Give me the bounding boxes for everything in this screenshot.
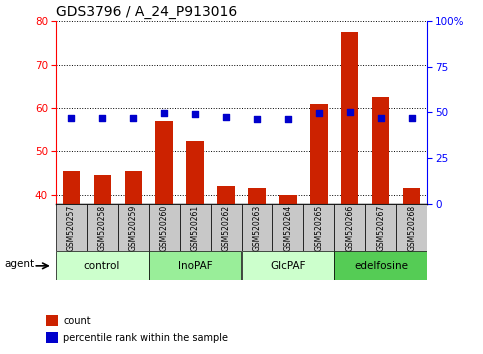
Point [67, 115, 75, 121]
Bar [56, 251, 149, 280]
Text: GSM520268: GSM520268 [408, 205, 416, 251]
Point [346, 110, 354, 115]
Point [253, 116, 261, 122]
Bar [311, 104, 327, 204]
Bar [156, 121, 172, 204]
Bar [149, 204, 180, 251]
Bar [341, 32, 358, 204]
Bar [403, 188, 421, 204]
Bar [248, 188, 266, 204]
Point [98, 115, 106, 121]
Text: edelfosine: edelfosine [354, 261, 408, 271]
Text: GSM520260: GSM520260 [159, 205, 169, 251]
Bar [149, 251, 242, 280]
Text: percentile rank within the sample: percentile rank within the sample [63, 333, 228, 343]
Bar [62, 171, 80, 204]
Text: GSM520262: GSM520262 [222, 205, 230, 251]
Text: GDS3796 / A_24_P913016: GDS3796 / A_24_P913016 [56, 5, 237, 19]
Bar [125, 171, 142, 204]
Text: control: control [84, 261, 120, 271]
Bar [86, 204, 117, 251]
Text: GSM520257: GSM520257 [67, 205, 75, 251]
Bar [334, 251, 427, 280]
Bar [272, 204, 303, 251]
Point [284, 116, 292, 122]
Bar [334, 204, 366, 251]
Text: agent: agent [4, 259, 35, 269]
Bar [56, 204, 86, 251]
Point [377, 115, 385, 121]
Text: GSM520267: GSM520267 [376, 205, 385, 251]
Bar [117, 204, 149, 251]
Text: GSM520265: GSM520265 [314, 205, 324, 251]
Bar [217, 186, 235, 204]
Bar [397, 204, 427, 251]
Bar [211, 204, 242, 251]
Text: GSM520263: GSM520263 [253, 205, 261, 251]
Point [129, 115, 137, 121]
Point [191, 112, 199, 117]
Bar [372, 97, 389, 204]
Point [315, 110, 323, 116]
Text: GSM520259: GSM520259 [128, 205, 138, 251]
Text: GSM520266: GSM520266 [345, 205, 355, 251]
Text: GlcPAF: GlcPAF [270, 261, 306, 271]
Bar [46, 332, 57, 343]
Text: GSM520261: GSM520261 [190, 205, 199, 251]
Point [408, 115, 416, 121]
Bar [46, 315, 57, 326]
Bar [242, 204, 272, 251]
Bar [180, 204, 211, 251]
Bar [186, 141, 203, 204]
Text: GSM520258: GSM520258 [98, 205, 107, 251]
Text: InoPAF: InoPAF [178, 261, 213, 271]
Point [160, 110, 168, 116]
Bar [242, 251, 334, 280]
Bar [366, 204, 397, 251]
Point [222, 114, 230, 120]
Bar [94, 175, 111, 204]
Text: count: count [63, 316, 91, 326]
Bar [303, 204, 334, 251]
Bar [280, 195, 297, 204]
Text: GSM520264: GSM520264 [284, 205, 293, 251]
